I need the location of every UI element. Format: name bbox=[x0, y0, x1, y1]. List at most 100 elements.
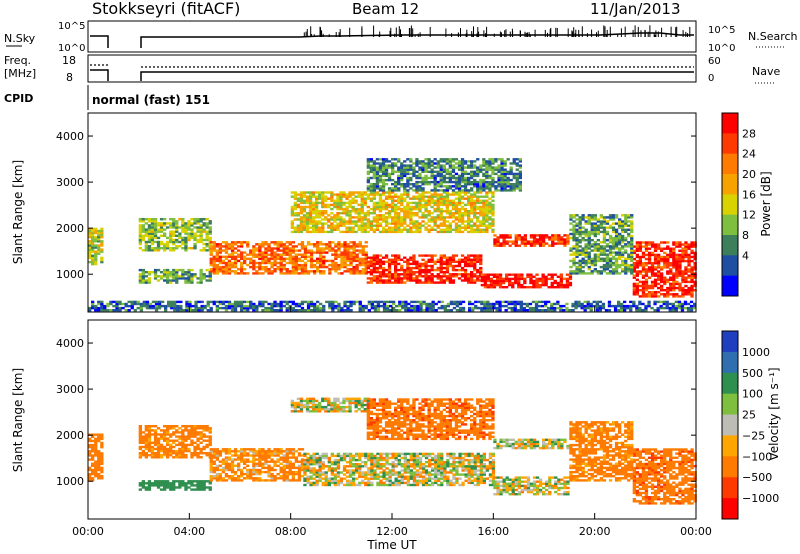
data-cell bbox=[617, 309, 621, 312]
data-cell bbox=[313, 272, 317, 275]
data-cell bbox=[473, 228, 477, 231]
data-cell bbox=[684, 245, 688, 248]
data-cell bbox=[166, 240, 170, 244]
data-cell bbox=[611, 261, 616, 265]
data-cell bbox=[141, 228, 145, 231]
data-cell bbox=[194, 302, 198, 306]
data-cell bbox=[621, 241, 625, 244]
data-cell bbox=[621, 230, 625, 234]
data-cell bbox=[212, 259, 216, 263]
data-cell bbox=[425, 304, 429, 308]
data-cell bbox=[398, 304, 402, 308]
data-cell bbox=[677, 304, 682, 308]
data-cell bbox=[313, 243, 317, 246]
data-cell bbox=[387, 205, 392, 209]
nsearch-label: N.Search bbox=[748, 30, 798, 43]
data-cell bbox=[556, 281, 560, 285]
data-cell bbox=[299, 210, 304, 213]
data-cell bbox=[476, 220, 480, 223]
data-cell bbox=[485, 216, 489, 219]
data-cell bbox=[346, 304, 350, 308]
data-cell bbox=[574, 302, 578, 306]
data-cell bbox=[221, 302, 226, 306]
data-cell bbox=[479, 178, 483, 182]
data-cell bbox=[507, 302, 511, 306]
data-cell bbox=[309, 261, 314, 265]
data-cell bbox=[144, 245, 148, 248]
data-cell bbox=[391, 195, 395, 198]
data-cell bbox=[400, 264, 404, 268]
data-cell bbox=[418, 268, 422, 272]
data-cell bbox=[196, 240, 200, 244]
data-cell bbox=[163, 247, 167, 250]
data-cell bbox=[680, 302, 685, 306]
data-cell bbox=[153, 277, 158, 280]
data-cell bbox=[463, 212, 468, 215]
data-cell bbox=[179, 304, 183, 308]
data-cell bbox=[336, 205, 340, 209]
data-cell bbox=[593, 253, 597, 256]
data-cell bbox=[611, 218, 616, 221]
data-cell bbox=[518, 174, 522, 178]
data-cell bbox=[319, 243, 323, 246]
data-cell bbox=[439, 166, 443, 169]
data-cell bbox=[618, 263, 622, 267]
data-cell bbox=[406, 279, 410, 282]
data-cell bbox=[479, 230, 483, 234]
data-cell bbox=[427, 230, 431, 234]
data-cell bbox=[442, 201, 446, 205]
data-cell bbox=[172, 234, 176, 237]
data-cell bbox=[150, 230, 155, 233]
data-cell bbox=[647, 284, 652, 288]
data-cell bbox=[641, 264, 646, 267]
data-cell bbox=[224, 251, 229, 254]
data-cell bbox=[412, 195, 416, 198]
data-cell bbox=[470, 201, 474, 205]
data-cell bbox=[279, 255, 283, 258]
data-cell bbox=[375, 268, 380, 272]
data-cell bbox=[311, 230, 316, 234]
data-cell bbox=[327, 214, 331, 217]
data-cell bbox=[406, 203, 410, 207]
data-cell bbox=[345, 228, 349, 231]
data-cell bbox=[130, 306, 134, 310]
data-cell bbox=[672, 295, 676, 298]
data-cell bbox=[404, 309, 408, 312]
data-cell bbox=[424, 266, 428, 270]
data-cell bbox=[294, 268, 298, 271]
data-cell bbox=[647, 253, 652, 257]
data-cell bbox=[321, 203, 325, 207]
data-cell bbox=[169, 275, 173, 278]
data-cell bbox=[421, 212, 425, 215]
data-cell bbox=[502, 244, 506, 247]
data-cell bbox=[621, 214, 625, 217]
data-cell bbox=[161, 304, 165, 308]
data-cell bbox=[394, 230, 398, 234]
data-cell bbox=[550, 281, 554, 285]
data-cell bbox=[343, 249, 347, 252]
data-cell bbox=[209, 259, 213, 263]
data-cell bbox=[337, 255, 341, 258]
data-cell bbox=[369, 220, 373, 223]
data-cell bbox=[418, 207, 422, 211]
data-cell bbox=[467, 224, 471, 227]
data-cell bbox=[88, 242, 92, 245]
data-cell bbox=[584, 232, 588, 236]
data-cell bbox=[448, 212, 452, 215]
data-cell bbox=[584, 255, 588, 258]
data-cell bbox=[179, 300, 183, 304]
data-cell bbox=[384, 254, 389, 257]
data-cell bbox=[476, 166, 480, 169]
data-cell bbox=[687, 253, 691, 257]
data-cell bbox=[127, 309, 131, 312]
data-cell bbox=[400, 281, 404, 284]
data-cell bbox=[230, 243, 235, 246]
data-cell bbox=[650, 264, 655, 267]
data-cell bbox=[258, 304, 262, 308]
data-cell bbox=[397, 254, 401, 257]
data-cell bbox=[264, 265, 268, 269]
data-cell bbox=[445, 162, 449, 165]
data-cell bbox=[403, 216, 407, 219]
data-cell bbox=[296, 205, 300, 209]
data-cell bbox=[479, 262, 483, 266]
